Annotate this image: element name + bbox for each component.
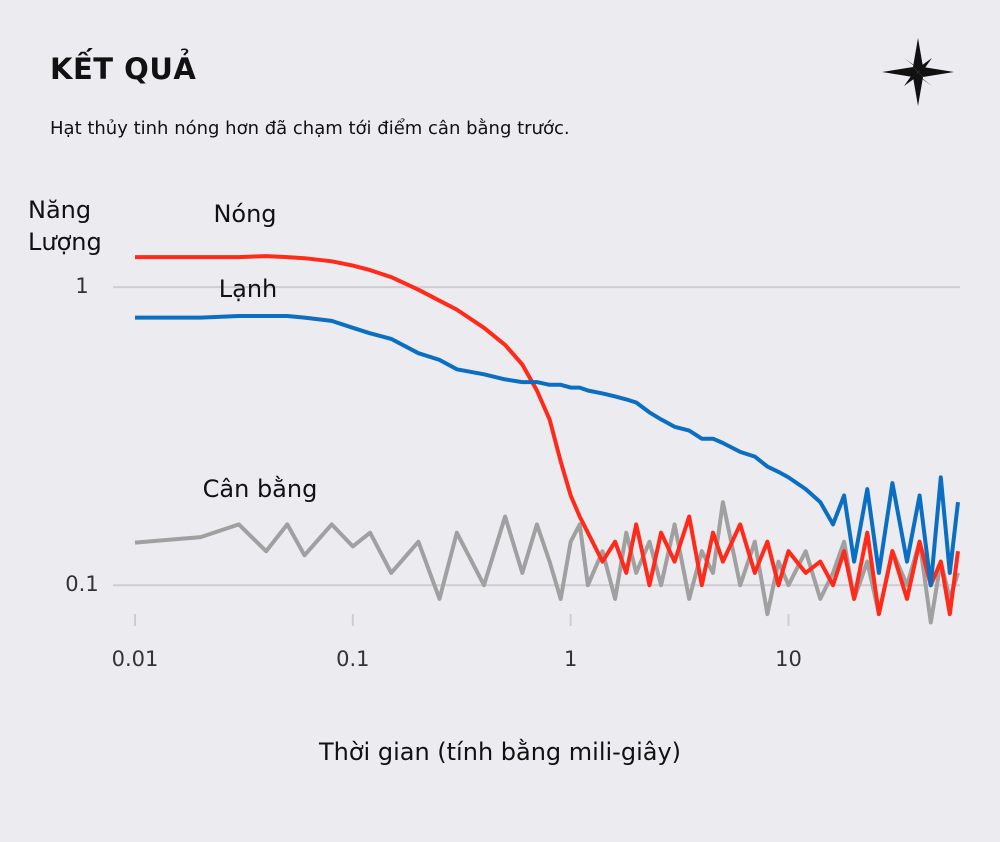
- y-tick-label: 0.1: [65, 572, 98, 596]
- y-axis-label: Năng Lượng: [28, 196, 102, 256]
- y-tick-label: 1: [75, 274, 88, 298]
- series-label: Cân bằng: [203, 474, 318, 503]
- grid: [113, 286, 960, 587]
- series-line: [135, 254, 960, 617]
- x-tick-label: 1: [564, 647, 577, 671]
- x-tick-label: 0.1: [336, 647, 369, 671]
- x-tick-label: 0.01: [112, 647, 159, 671]
- series-label: Nóng: [213, 200, 276, 228]
- x-axis-label: Thời gian (tính bằng mili-giây): [318, 738, 682, 766]
- series-line: [135, 314, 960, 588]
- chart-title: KẾT QUẢ: [50, 52, 197, 86]
- compass-icon: [882, 38, 954, 106]
- series-label: Lạnh: [219, 275, 278, 303]
- x-tick-label: 10: [775, 647, 802, 671]
- chart-subtitle: Hạt thủy tinh nóng hơn đã chạm tới điểm …: [50, 118, 570, 139]
